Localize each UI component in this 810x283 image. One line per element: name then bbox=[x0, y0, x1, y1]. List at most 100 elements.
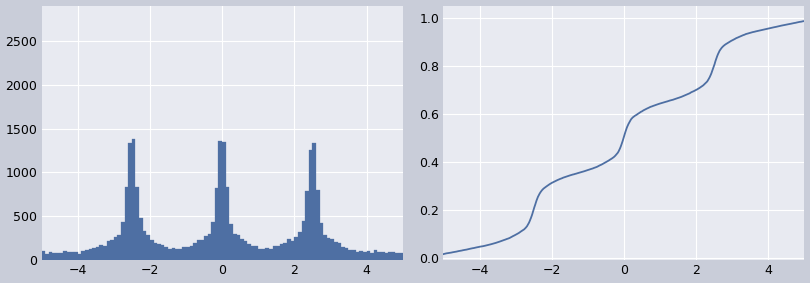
Bar bbox=[233, 234, 237, 260]
Bar bbox=[53, 253, 56, 260]
Bar bbox=[254, 246, 258, 260]
Bar bbox=[370, 253, 373, 260]
Bar bbox=[92, 248, 96, 260]
Bar bbox=[276, 246, 280, 260]
Bar bbox=[179, 249, 182, 260]
Bar bbox=[334, 242, 338, 260]
Bar bbox=[74, 252, 78, 260]
Bar bbox=[348, 250, 352, 260]
Bar bbox=[96, 247, 100, 260]
Bar bbox=[251, 246, 254, 260]
Bar bbox=[399, 253, 403, 260]
Bar bbox=[392, 252, 395, 260]
Bar bbox=[356, 252, 360, 260]
Bar bbox=[200, 240, 204, 260]
Bar bbox=[258, 248, 262, 260]
Bar bbox=[70, 252, 74, 260]
Bar bbox=[338, 243, 341, 260]
Bar bbox=[266, 248, 269, 260]
Bar bbox=[287, 239, 291, 260]
Bar bbox=[273, 246, 276, 260]
Bar bbox=[298, 232, 301, 260]
Bar bbox=[385, 252, 388, 260]
Bar bbox=[85, 250, 88, 260]
Bar bbox=[373, 250, 377, 260]
Bar bbox=[78, 254, 81, 260]
Bar bbox=[100, 245, 103, 260]
Bar bbox=[103, 246, 107, 260]
Bar bbox=[49, 252, 53, 260]
Bar bbox=[305, 190, 309, 260]
Bar bbox=[345, 248, 348, 260]
Bar bbox=[194, 243, 197, 260]
Bar bbox=[175, 249, 179, 260]
Bar bbox=[157, 244, 160, 260]
Bar bbox=[81, 251, 85, 260]
Bar bbox=[41, 252, 45, 260]
Bar bbox=[316, 190, 320, 260]
Bar bbox=[240, 239, 244, 260]
Bar bbox=[226, 186, 229, 260]
Bar bbox=[45, 254, 49, 260]
Bar bbox=[135, 187, 139, 260]
Bar bbox=[132, 139, 135, 260]
Bar bbox=[197, 240, 200, 260]
Bar bbox=[363, 252, 366, 260]
Bar bbox=[320, 223, 323, 260]
Bar bbox=[204, 236, 207, 260]
Bar bbox=[395, 253, 399, 260]
Bar bbox=[215, 188, 219, 260]
Bar bbox=[182, 247, 186, 260]
Bar bbox=[269, 249, 273, 260]
Bar bbox=[360, 251, 363, 260]
Bar bbox=[154, 243, 157, 260]
Bar bbox=[330, 239, 334, 260]
Bar bbox=[88, 249, 92, 260]
Bar bbox=[128, 143, 132, 260]
Bar bbox=[326, 238, 330, 260]
Bar bbox=[388, 252, 392, 260]
Bar bbox=[125, 187, 128, 260]
Bar bbox=[237, 235, 240, 260]
Bar bbox=[262, 249, 266, 260]
Bar bbox=[301, 221, 305, 260]
Bar bbox=[377, 252, 381, 260]
Bar bbox=[313, 143, 316, 260]
Bar bbox=[172, 248, 175, 260]
Bar bbox=[60, 252, 63, 260]
Bar bbox=[323, 235, 326, 260]
Bar bbox=[222, 143, 226, 260]
Bar bbox=[110, 240, 113, 260]
Bar bbox=[107, 241, 110, 260]
Bar bbox=[352, 250, 356, 260]
Bar bbox=[366, 251, 370, 260]
Bar bbox=[150, 240, 154, 260]
Bar bbox=[381, 252, 385, 260]
Bar bbox=[56, 253, 60, 260]
Bar bbox=[284, 243, 287, 260]
Bar bbox=[309, 150, 313, 260]
Bar bbox=[291, 241, 294, 260]
Bar bbox=[160, 245, 164, 260]
Bar bbox=[294, 237, 298, 260]
Bar bbox=[211, 222, 215, 260]
Bar bbox=[190, 246, 194, 260]
Bar bbox=[113, 237, 117, 260]
Bar bbox=[341, 247, 345, 260]
Bar bbox=[280, 244, 284, 260]
Bar bbox=[164, 247, 168, 260]
Bar bbox=[186, 247, 190, 260]
Bar bbox=[147, 235, 150, 260]
Bar bbox=[117, 235, 121, 260]
Bar bbox=[229, 224, 233, 260]
Bar bbox=[63, 251, 67, 260]
Bar bbox=[168, 250, 172, 260]
Bar bbox=[139, 218, 143, 260]
Bar bbox=[244, 241, 247, 260]
Bar bbox=[143, 231, 147, 260]
Bar bbox=[67, 252, 70, 260]
Bar bbox=[207, 234, 211, 260]
Bar bbox=[219, 142, 222, 260]
Bar bbox=[121, 222, 125, 260]
Bar bbox=[247, 244, 251, 260]
